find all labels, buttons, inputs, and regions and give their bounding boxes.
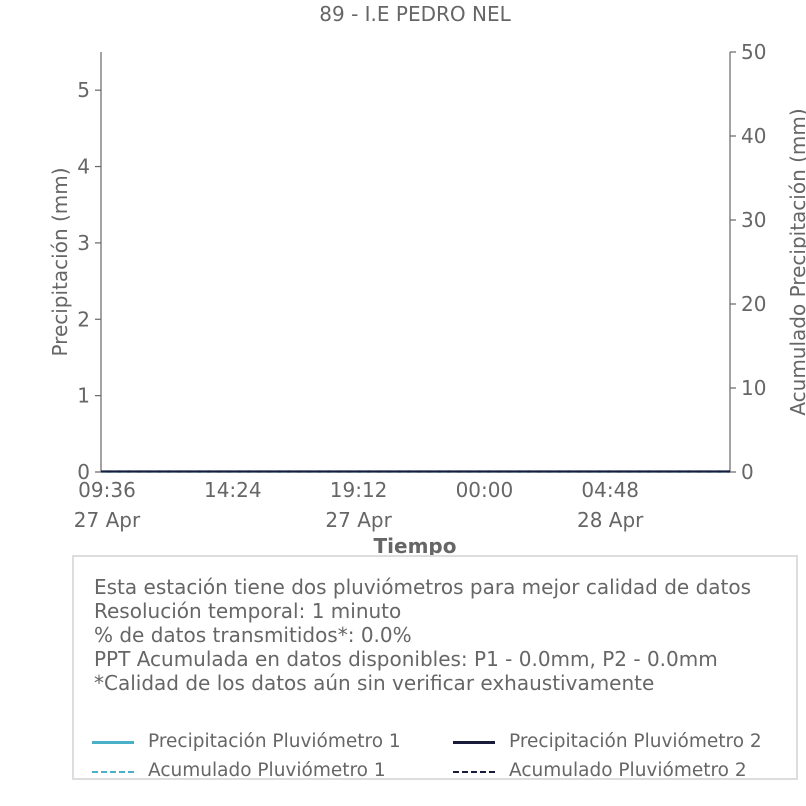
y-axis-label: Precipitación (mm) xyxy=(48,167,72,356)
y2-tick-label: 50 xyxy=(741,40,766,64)
y2-tick-label: 20 xyxy=(741,292,766,316)
y2-tick-label: 30 xyxy=(741,208,766,232)
legend-label-acum-p2: Acumulado Pluviómetro 2 xyxy=(509,760,747,781)
y2-tick-label: 10 xyxy=(741,376,766,400)
y2-tick-label: 0 xyxy=(741,460,754,484)
y-tick-label: 3 xyxy=(77,231,90,255)
legend-swatch-acum-p1 xyxy=(92,771,134,773)
y-tick-label: 4 xyxy=(77,155,90,179)
y2-tick-label: 40 xyxy=(741,124,766,148)
chart-title: 89 - I.E PEDRO NEL xyxy=(319,2,511,26)
legend-swatch-precip-p1 xyxy=(92,741,134,744)
info-legend-box: Esta estación tiene dos pluviómetros par… xyxy=(72,555,798,781)
legend-label-precip-p1: Precipitación Pluviómetro 1 xyxy=(148,731,401,752)
info-line-transmitted: % de datos transmitidos*: 0.0% xyxy=(94,623,412,647)
y-tick-label: 2 xyxy=(77,307,90,331)
legend-swatch-precip-p2 xyxy=(453,741,495,744)
x-tick-time-label: 19:12 xyxy=(330,478,388,502)
y-tick-label: 1 xyxy=(77,384,90,408)
legend-swatch-acum-p2 xyxy=(453,771,495,773)
info-line-stations: Esta estación tiene dos pluviómetros par… xyxy=(94,575,752,599)
rainfall-chart: 89 - I.E PEDRO NEL 0123450102030405009:3… xyxy=(48,2,806,558)
info-line-quality-note: *Calidad de los datos aún sin verificar … xyxy=(94,671,655,695)
legend-label-acum-p1: Acumulado Pluviómetro 1 xyxy=(148,760,386,781)
x-tick-time-label: 04:48 xyxy=(581,478,639,502)
y-tick-label: 5 xyxy=(77,78,90,102)
y-tick-label: 0 xyxy=(77,460,90,484)
x-tick-time-label: 14:24 xyxy=(204,478,262,502)
y2-axis-label: Acumulado Precipitación (mm) xyxy=(786,108,806,415)
info-line-resolution: Resolución temporal: 1 minuto xyxy=(94,599,402,623)
station-info: Esta estación tiene dos pluviómetros par… xyxy=(94,575,751,695)
x-tick-date-label: 27 Apr xyxy=(74,508,141,532)
info-line-accumulated: PPT Acumulada en datos disponibles: P1 -… xyxy=(94,647,718,671)
x-axis-label: Tiempo xyxy=(374,534,457,558)
legend-label-precip-p2: Precipitación Pluviómetro 2 xyxy=(509,731,762,752)
x-tick-time-label: 00:00 xyxy=(456,478,514,502)
x-tick-date-label: 28 Apr xyxy=(577,508,644,532)
x-tick-date-label: 27 Apr xyxy=(325,508,392,532)
x-tick-time-label: 09:36 xyxy=(78,478,136,502)
